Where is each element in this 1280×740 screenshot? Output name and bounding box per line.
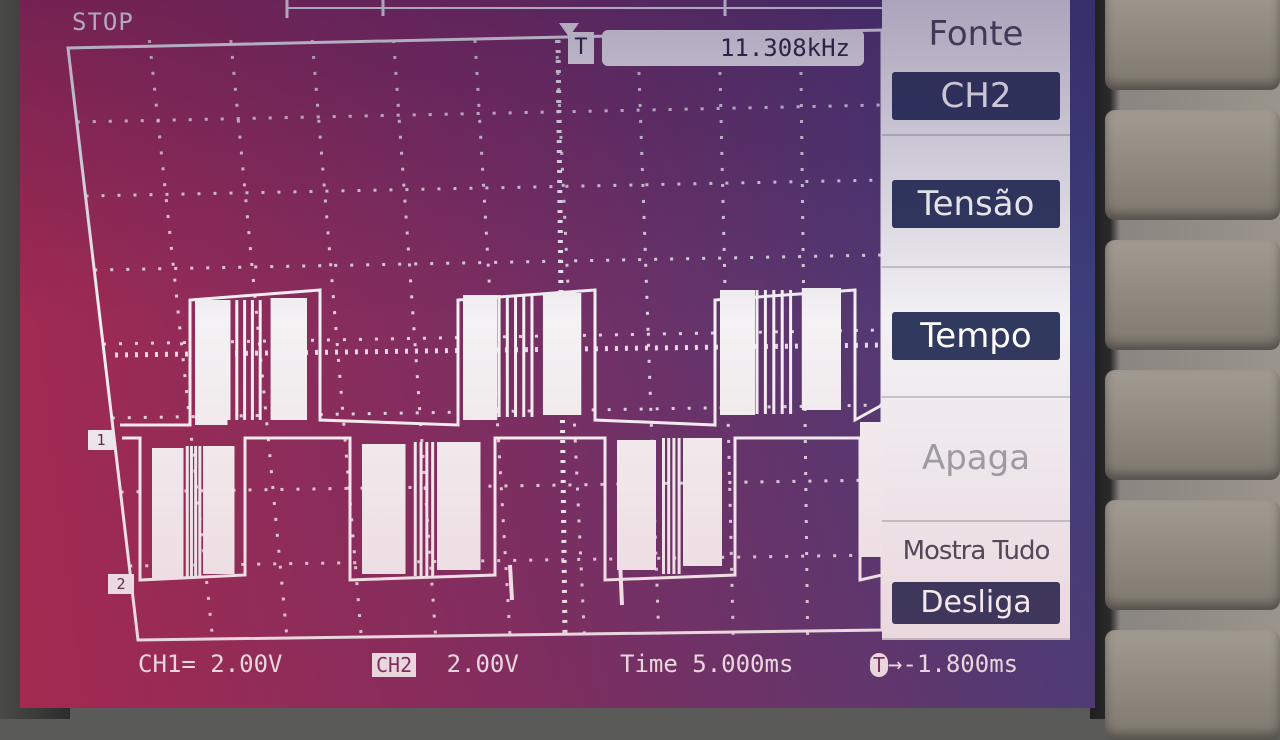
ch1-scale: CH1= 2.00V <box>138 650 283 678</box>
grid-horizontal <box>76 103 883 124</box>
trigger-offset-value: →-1.800ms <box>888 650 1019 678</box>
ch1-pulse-block <box>463 295 498 420</box>
ch1-ground-marker: 1 <box>88 430 114 450</box>
ch2-pulse-block <box>683 438 722 566</box>
menu-value-time: Tempo <box>892 312 1060 360</box>
oscilloscope-screen: STOP T 11.308kHz 1 2 CH1= 2.00V CH2 2.00… <box>20 0 1095 708</box>
hw-menu-button-1[interactable] <box>1105 0 1280 90</box>
hw-menu-button-6[interactable] <box>1105 630 1280 740</box>
menu-value-source: CH2 <box>892 72 1060 120</box>
grid-horizontal <box>102 328 883 346</box>
trigger-offset-readout: T →-1.800ms <box>870 644 1018 684</box>
menu-panel-voltage[interactable]: Tensão <box>882 136 1070 268</box>
trigger-offset-icon: T <box>870 653 889 677</box>
ch2-pulse-block <box>152 448 184 578</box>
timebase-readout: Time 5.000ms <box>620 650 794 678</box>
menu-panel-show-all[interactable]: Mostra Tudo Desliga <box>882 522 1070 640</box>
ch2-tag: CH2 <box>372 653 417 677</box>
menu-title-show-all: Mostra Tudo <box>902 536 1051 566</box>
menu-panel-source[interactable]: Fonte CH2 <box>882 0 1070 136</box>
hw-menu-button-5[interactable] <box>1105 500 1280 610</box>
hw-menu-button-4[interactable] <box>1105 370 1280 480</box>
grid-vertical <box>392 39 438 637</box>
grid-vertical <box>717 39 735 637</box>
ch2-pulse-block <box>617 440 656 570</box>
side-menu: Fonte CH2 Tensão Tempo Apaga Mostra Tudo… <box>882 0 1072 645</box>
ch1-pulse-block <box>801 288 841 410</box>
menu-clear-label: Apaga <box>921 438 1031 478</box>
ch1-pulse-block <box>270 298 307 420</box>
ch2-pulse-block <box>860 422 882 557</box>
bezel-right <box>1090 0 1280 719</box>
grid-vertical <box>473 39 512 637</box>
ch1-pulse-block <box>542 293 582 415</box>
ch2-pulse-block <box>362 444 406 574</box>
ch2-scale-value: 2.00V <box>446 650 519 678</box>
ch2-pulse-block <box>203 446 235 574</box>
menu-value-voltage: Tensão <box>892 180 1060 228</box>
ch2-scale: CH2 2.00V <box>372 644 519 684</box>
hw-menu-button-3[interactable] <box>1105 240 1280 350</box>
grid-vertical <box>310 39 363 637</box>
grid-horizontal <box>85 178 883 198</box>
memory-time-bar <box>285 0 883 18</box>
menu-panel-clear[interactable]: Apaga <box>882 398 1070 522</box>
ch1-pulse-block <box>195 300 228 425</box>
grid-vertical <box>229 39 289 637</box>
ch2-glitch <box>618 559 624 606</box>
run-status: STOP <box>72 8 134 36</box>
trigger-flag: T <box>568 32 594 64</box>
ch2-trace <box>122 436 884 582</box>
grid-vertical <box>554 39 586 637</box>
menu-value-show-all: Desliga <box>892 582 1060 624</box>
ch1-pulse-block <box>720 290 755 415</box>
grid-horizontal <box>129 553 883 568</box>
hw-menu-button-2[interactable] <box>1105 110 1280 220</box>
ch1-trace <box>120 288 883 427</box>
ch2-pulse-block <box>437 442 481 570</box>
menu-title-source: Fonte <box>928 14 1024 54</box>
ch2-ground-marker: 2 <box>108 574 134 594</box>
frequency-readout: 11.308kHz <box>602 30 864 66</box>
menu-panel-time[interactable]: Tempo <box>882 268 1070 398</box>
grid-vertical <box>799 39 810 637</box>
ch2-glitch <box>508 564 514 601</box>
grid-horizontal <box>94 253 883 272</box>
